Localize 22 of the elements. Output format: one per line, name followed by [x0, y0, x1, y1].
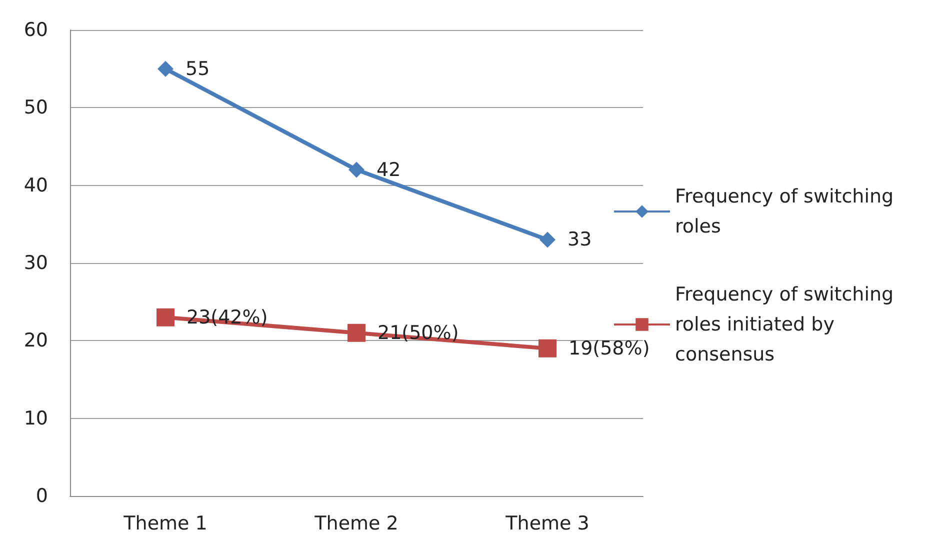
point — [348, 324, 366, 342]
point — [158, 60, 174, 77]
x-tick-label: Theme 3 — [504, 512, 590, 534]
data-label: 19(58%) — [568, 337, 650, 360]
point — [156, 308, 174, 326]
y-tick-label: 30 — [24, 252, 48, 274]
legend-label: Frequency of switching roles — [675, 186, 900, 238]
point — [540, 232, 556, 248]
data-label: 33 — [568, 228, 592, 251]
legend-label: Frequency of switching roles initiated by consensus — [675, 284, 900, 366]
y-tick-label: 50 — [24, 96, 48, 119]
point — [348, 162, 364, 178]
y-tick-label: 40 — [24, 174, 48, 196]
y-tick-label: 10 — [24, 407, 48, 430]
y-tick-label: 20 — [24, 330, 48, 352]
y-tick-label: 60 — [24, 19, 48, 41]
x-tick-label: Theme 1 — [122, 512, 208, 534]
data-label: 42 — [376, 158, 401, 181]
point — [538, 339, 556, 358]
x-tick-label: Theme 2 — [314, 512, 398, 534]
data-label: 55 — [186, 58, 210, 80]
y-tick-label: 0 — [36, 485, 48, 507]
